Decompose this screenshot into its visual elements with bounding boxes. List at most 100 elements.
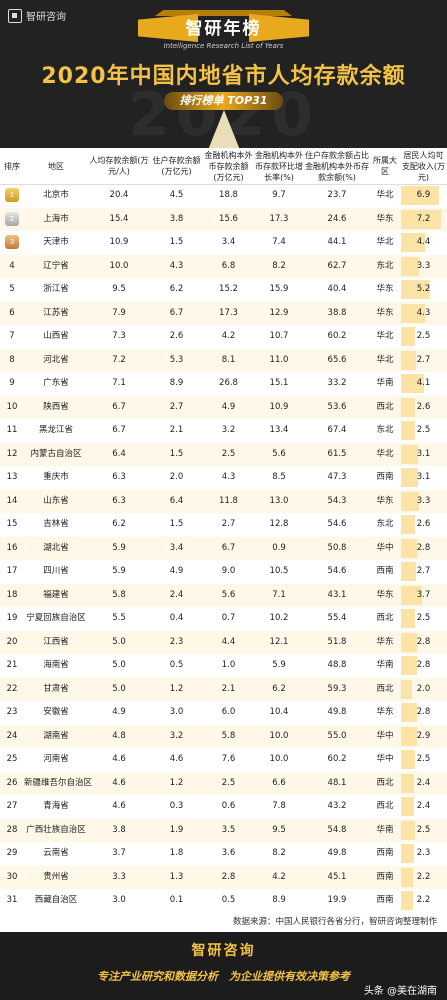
col-share-cell: 47.3 [327, 472, 347, 482]
table-row: 31 西藏自治区 3.0 0.1 0.5 8.9 19.9 西南 2.2 [0, 889, 447, 913]
table-row: 11 黑龙江省 6.7 2.1 3.2 13.4 67.4 东北 2.5 [0, 419, 447, 443]
col-rank-cell: 19 [6, 613, 18, 623]
income-bar [401, 679, 412, 699]
col-income-cell: 2.5 [416, 331, 431, 341]
col-growth-cell: 5.9 [272, 660, 286, 670]
col-share-cell: 48.8 [327, 660, 347, 670]
income-bar [401, 303, 425, 323]
col-rank-cell: 3 [9, 238, 15, 246]
col-growth-cell: 15.1 [269, 378, 289, 388]
col-financial-cell: 4.4 [221, 636, 236, 647]
income-bar [401, 233, 425, 252]
col-per-capita-cell: 3.3 [112, 871, 126, 882]
col-area-cell: 西南 [376, 472, 394, 482]
col-growth-cell: 12.8 [269, 519, 289, 529]
col-rank-cell: 30 [6, 871, 18, 882]
col-share-header: 住户存款余额占比金融机构本外币存款余额(%) [305, 150, 369, 182]
col-financial-cell: 1.0 [221, 660, 236, 670]
col-financial-cell: 5.6 [221, 589, 236, 600]
col-growth-cell: 8.2 [272, 848, 286, 858]
col-financial-cell: 2.1 [221, 683, 236, 694]
col-rank-cell: 24 [6, 730, 18, 741]
col-financial-cell: 2.5 [221, 777, 236, 788]
col-share-cell: 33.2 [327, 378, 347, 388]
col-financial-cell: 3.4 [221, 237, 236, 247]
income-bar [401, 609, 415, 628]
income-bar [401, 867, 413, 887]
table-row: 9 广东省 7.1 8.9 26.8 15.1 33.2 华南 4.1 [0, 372, 447, 396]
col-income-cell: 2.2 [416, 871, 431, 882]
col-area-cell: 华北 [376, 354, 394, 365]
income-bar [401, 773, 414, 793]
income-bar [401, 797, 414, 816]
col-household-cell: 6.2 [169, 284, 184, 294]
col-per-capita-cell: 3.7 [112, 848, 126, 858]
col-household-cell: 6.4 [169, 495, 184, 506]
col-per-capita-cell: 6.3 [112, 472, 126, 482]
income-bar [401, 421, 415, 440]
col-region-cell: 浙江省 [43, 284, 69, 294]
table-row: 5 浙江省 9.5 6.2 15.2 15.9 40.4 华东 5.2 [0, 278, 447, 302]
col-region-cell: 湖北省 [43, 542, 69, 553]
col-rank-cell: 14 [6, 495, 18, 506]
col-region-cell: 贵州省 [43, 871, 69, 882]
col-area-cell: 华东 [376, 213, 394, 224]
col-financial-cell: 15.6 [219, 213, 238, 224]
col-area-cell: 西北 [376, 613, 394, 623]
col-income-cell: 4.3 [416, 307, 431, 318]
income-bar [401, 703, 417, 722]
col-region-cell: 吉林省 [43, 519, 69, 529]
col-rank-cell: 25 [6, 754, 18, 764]
col-per-capita-cell: 6.2 [112, 519, 126, 529]
col-growth-cell: 5.6 [272, 448, 286, 459]
col-financial-cell: 8.1 [221, 354, 236, 365]
col-income-cell: 6.9 [416, 190, 431, 200]
col-household-cell: 0.5 [169, 660, 184, 670]
table-row: 16 湖北省 5.9 3.4 6.7 0.9 50.8 华中 2.8 [0, 536, 447, 560]
footer-slogan: 专注产业研究和数据分析 为企业提供有效决策参考 [97, 970, 350, 983]
col-financial-cell: 2.8 [221, 871, 236, 882]
table-row: 6 江苏省 7.9 6.7 17.3 12.9 38.8 华东 4.3 [0, 301, 447, 325]
corner-logo: 智研咨询 [8, 8, 66, 23]
col-region-cell: 海南省 [43, 660, 69, 670]
col-per-capita-cell: 3.8 [112, 824, 126, 835]
ribbon-top [155, 10, 292, 16]
col-share-cell: 61.5 [327, 448, 347, 459]
col-growth-cell: 0.9 [272, 542, 286, 553]
table-row: 28 广西壮族自治区 3.8 1.9 3.5 9.5 54.8 华南 2.5 [0, 818, 447, 842]
col-income-cell: 3.3 [416, 260, 431, 271]
col-region-cell: 北京市 [43, 190, 69, 200]
col-rank-cell: 22 [6, 683, 18, 694]
col-area-cell: 西南 [376, 895, 394, 905]
col-region-cell: 西藏自治区 [34, 895, 78, 905]
income-bar [401, 538, 417, 558]
col-area-cell: 华北 [376, 448, 394, 459]
col-region-cell: 上海市 [43, 213, 69, 224]
col-share-cell: 62.7 [327, 260, 347, 271]
col-share-cell: 43.1 [327, 589, 347, 600]
col-growth-cell: 15.9 [269, 284, 289, 294]
col-area-cell: 东北 [376, 260, 394, 271]
footer-credit: 头条 @美在湖南 [363, 986, 437, 997]
header: 2020 智研咨询 智研年榜 Intelligence Research Lis… [0, 0, 447, 148]
income-bar [401, 750, 415, 769]
col-region-cell: 河南省 [43, 754, 69, 764]
col-household-cell: 1.2 [169, 683, 184, 694]
col-income-cell: 2.2 [416, 895, 431, 905]
income-bar [401, 444, 418, 464]
col-area-cell: 华南 [376, 378, 394, 388]
col-share-cell: 44.1 [327, 237, 347, 247]
col-household-cell: 0.4 [169, 613, 184, 623]
income-bar [401, 515, 415, 534]
col-rank-cell: 4 [9, 260, 15, 271]
col-rank-cell: 26 [6, 777, 18, 788]
col-household-cell: 5.3 [169, 354, 184, 365]
col-per-capita-cell: 4.6 [112, 777, 126, 788]
col-growth-cell: 10.2 [269, 613, 289, 623]
col-share-cell: 49.8 [327, 707, 347, 717]
col-income-cell: 5.2 [416, 284, 431, 294]
income-bar [401, 327, 415, 346]
col-rank-cell: 13 [6, 472, 18, 482]
table-row: 22 甘肃省 5.0 1.2 2.1 6.2 59.3 西北 2.0 [0, 677, 447, 701]
col-financial-cell: 6.0 [221, 707, 236, 717]
